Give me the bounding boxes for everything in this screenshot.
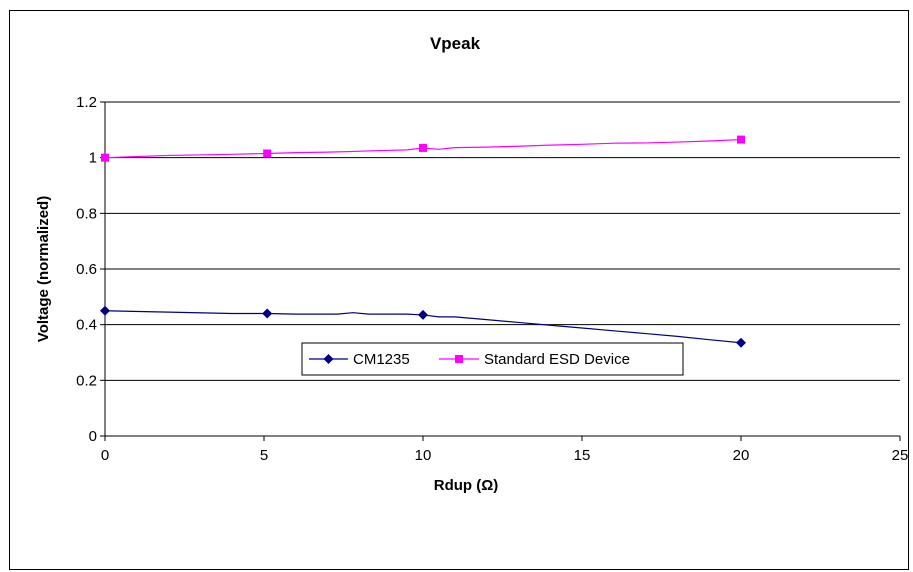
data-point-standard-esd-device (419, 143, 427, 152)
legend-entry-standard-esd-device: Standard ESD Device (439, 351, 630, 368)
legend-marker-standard-esd-device (455, 355, 463, 363)
series-line-cm1235 (104, 310, 742, 344)
x-tick-label: 15 (574, 447, 591, 464)
y-tick-label: 0.8 (76, 205, 97, 222)
x-tick-label: 10 (415, 447, 432, 464)
data-point-cm1235 (418, 309, 428, 320)
y-tick-label: 1 (89, 150, 97, 167)
y-axis-title: Voltage (normalized) (35, 196, 52, 342)
legend-marker-cm1235 (323, 354, 334, 364)
y-tick-label: 0.2 (76, 372, 97, 389)
data-point-standard-esd-device (263, 149, 272, 158)
x-tick-label: 0 (101, 447, 109, 464)
chart-frame: Vpeak 0 0.2 0.4 0.6 0.8 1 1.2 0 5 10 15 20 25 Rdup (… (9, 10, 909, 570)
y-tick-label: 0.4 (76, 317, 97, 334)
x-tick-label: 20 (733, 447, 750, 464)
legend: CM1235 Standard ESD Device (301, 342, 684, 376)
x-tick-label: 5 (260, 447, 268, 464)
data-point-cm1235 (736, 337, 746, 348)
chart-title: Vpeak (430, 34, 481, 53)
grid-lines (105, 101, 900, 381)
series-line-standard-esd-device (104, 138, 742, 159)
data-point-standard-esd-device (101, 153, 109, 162)
legend-entry-cm1235: CM1235 (309, 351, 410, 368)
x-axis-title: Rdup (Ω) (434, 477, 499, 494)
series (100, 135, 746, 348)
x-tick-label: 25 (892, 447, 909, 464)
legend-label-cm1235: CM1235 (353, 351, 410, 368)
data-point-cm1235 (262, 308, 273, 319)
y-tick-label: 1.2 (76, 94, 97, 111)
data-point-standard-esd-device (737, 135, 745, 144)
legend-box (301, 342, 684, 376)
y-tick-label: 0 (89, 428, 97, 445)
line-chart: Vpeak 0 0.2 0.4 0.6 0.8 1 1.2 0 5 10 15 20 25 Rdup (… (35, 34, 908, 494)
tick-labels: 0 0.2 0.4 0.6 0.8 1 1.2 0 5 10 15 20 25 (76, 94, 908, 464)
y-tick-label: 0.6 (76, 261, 97, 278)
legend-label-standard-esd-device: Standard ESD Device (484, 351, 630, 368)
data-point-cm1235 (100, 305, 110, 316)
